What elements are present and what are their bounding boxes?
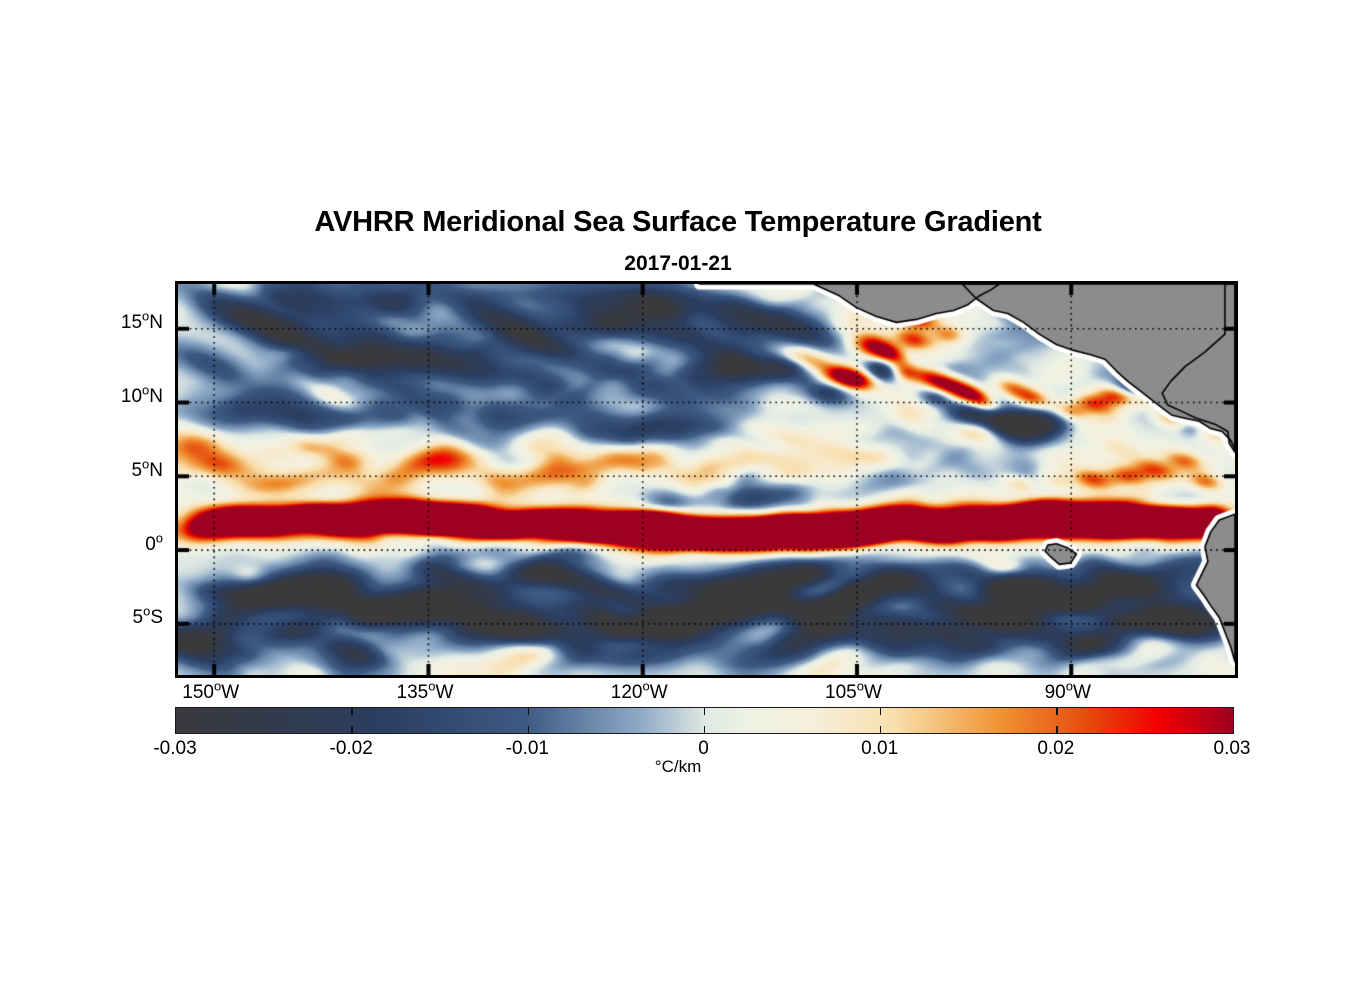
colorbar-tick xyxy=(879,708,882,715)
colorbar-unit-label: °C/km xyxy=(654,757,702,776)
y-tick-label: 10oN xyxy=(120,382,163,408)
colorbar-tick-label: 0.01 xyxy=(861,738,899,759)
x-tick-label: 135oW xyxy=(396,678,454,703)
colorbar-tick xyxy=(703,726,706,733)
colorbar-tick xyxy=(879,726,882,733)
colorbar-tick xyxy=(351,708,353,715)
x-tick-label: 90oW xyxy=(1044,678,1091,703)
x-tick-label: 105oW xyxy=(825,678,882,703)
colorbar-tick xyxy=(351,726,353,733)
x-tick-label: 120oW xyxy=(610,678,668,703)
colorbar-tick-label: 0.03 xyxy=(1213,738,1251,759)
map-gridlines-overlay xyxy=(178,284,1235,675)
colorbar-tick-label: 0.02 xyxy=(1037,738,1075,759)
x-tick-label: 150oW xyxy=(182,678,240,703)
figure-subtitle: 2017-01-21 xyxy=(624,252,732,275)
page-title: AVHRR Meridional Sea Surface Temperature… xyxy=(314,206,1042,238)
colorbar-tick-label: -0.03 xyxy=(153,738,197,759)
colorbar-tick xyxy=(703,708,706,715)
colorbar xyxy=(175,707,1234,734)
colorbar-tick xyxy=(527,726,530,733)
y-tick-label: 15oN xyxy=(120,308,163,334)
map-axes xyxy=(175,281,1238,678)
y-tick-label: 5oN xyxy=(131,456,163,481)
colorbar-tick xyxy=(527,708,530,715)
colorbar-tick-label: 0 xyxy=(698,738,709,759)
y-tick-label: 0o xyxy=(145,530,163,555)
colorbar-tick-label: -0.01 xyxy=(505,738,549,759)
y-tick-label: 5oS xyxy=(132,604,164,629)
colorbar-tick xyxy=(1056,708,1058,715)
colorbar-tick xyxy=(1056,726,1058,733)
colorbar-tick-label: -0.02 xyxy=(329,738,373,759)
